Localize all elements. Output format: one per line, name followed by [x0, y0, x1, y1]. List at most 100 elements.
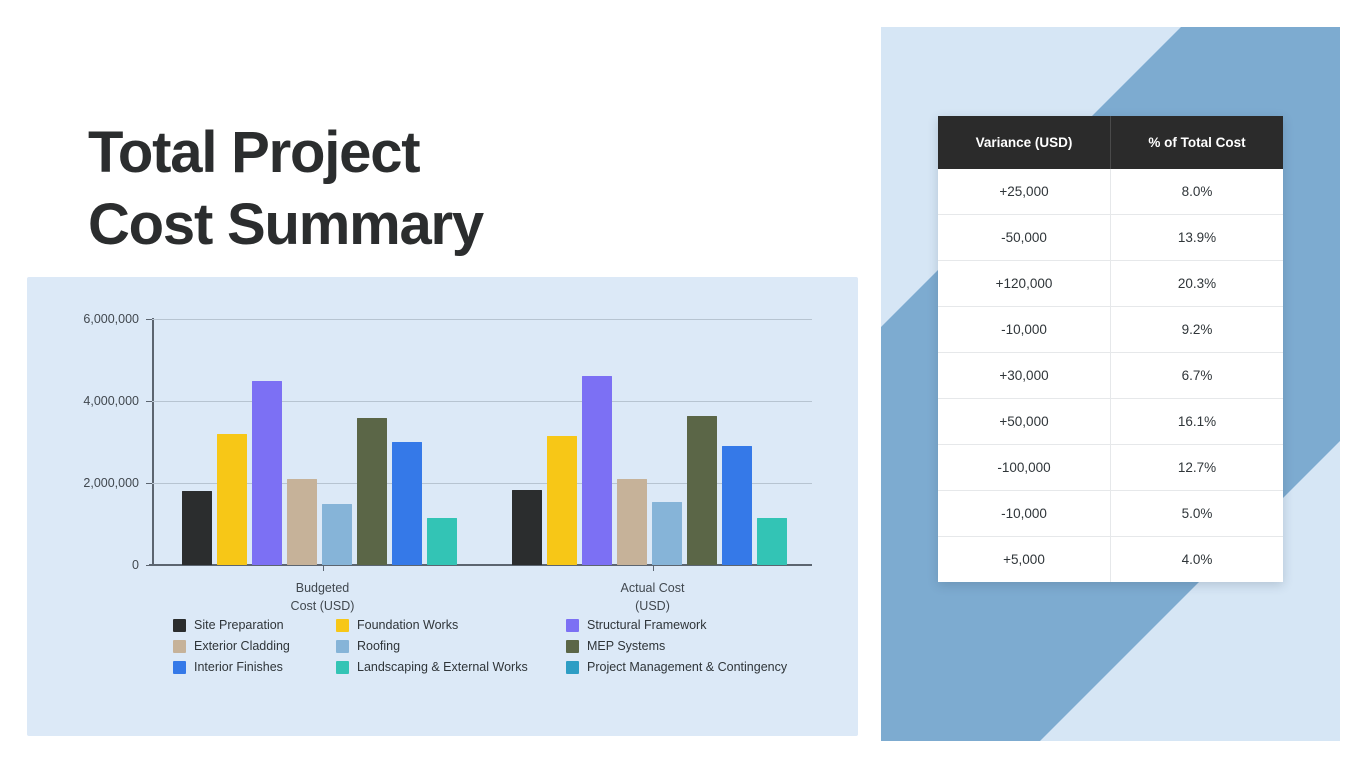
bar — [182, 491, 212, 565]
cell-percent-of-total-cost: 4.0% — [1110, 536, 1283, 582]
cell-percent-of-total-cost: 16.1% — [1110, 398, 1283, 445]
chart-plot-area: 0 2,000,000 4,000,000 6,000,000 Budgeted Cos… — [83, 312, 812, 613]
bar-slot — [287, 319, 317, 565]
bar — [512, 490, 542, 565]
bar-slot — [357, 319, 387, 565]
variance-table: Variance (USD) % of Total Cost +25,000 8.… — [938, 116, 1283, 582]
legend-swatch-icon — [173, 639, 186, 653]
cell-percent-of-total-cost: 9.2% — [1110, 306, 1283, 353]
legend-swatch-icon — [336, 639, 349, 653]
bar-slot — [462, 319, 492, 565]
bar-slot — [217, 319, 247, 565]
bar-slot — [687, 319, 717, 565]
table-row: +50,000 16.1% — [938, 398, 1283, 445]
cell-variance: -100,000 — [938, 444, 1111, 491]
legend-item[interactable]: Structural Framework — [566, 618, 846, 632]
table-row: -50,000 13.9% — [938, 214, 1283, 261]
y-axis-tick-mark — [146, 483, 152, 484]
legend-swatch-icon — [336, 618, 349, 632]
bar-slot — [252, 319, 282, 565]
bar-slot — [722, 319, 752, 565]
cell-variance: -10,000 — [938, 306, 1111, 353]
bar — [582, 376, 612, 565]
grid-line — [152, 483, 812, 484]
cell-variance: +50,000 — [938, 398, 1111, 445]
x-axis-group-label: Budgeted Cost (USD) — [258, 579, 388, 615]
legend-label: MEP Systems — [587, 639, 666, 653]
bar-slot — [582, 319, 612, 565]
table-row: -100,000 12.7% — [938, 444, 1283, 491]
legend-item[interactable]: Roofing — [336, 639, 566, 653]
cell-percent-of-total-cost: 20.3% — [1110, 260, 1283, 307]
bar — [617, 478, 647, 565]
cell-variance: +5,000 — [938, 536, 1111, 582]
legend-row: Interior Finishes Landscaping & External … — [173, 660, 853, 674]
legend-label: Exterior Cladding — [194, 639, 290, 653]
bar — [322, 503, 352, 565]
cell-variance: -50,000 — [938, 214, 1111, 261]
legend-swatch-icon — [173, 618, 186, 632]
variance-table-header: Variance (USD) % of Total Cost — [938, 116, 1283, 169]
legend-item[interactable]: MEP Systems — [566, 639, 846, 653]
bar — [427, 518, 457, 565]
left-content-column: Total Project Cost Summary 0 2,000,000 4,0… — [27, 117, 858, 736]
x-axis-group-label-line: Cost (USD) — [290, 599, 355, 614]
legend-label: Roofing — [357, 639, 401, 653]
x-axis-group-label: Actual Cost (USD) — [588, 579, 718, 615]
x-axis-line — [149, 564, 812, 566]
bar-slot — [652, 319, 682, 565]
table-row: +25,000 8.0% — [938, 169, 1283, 215]
page-title-line-2: Cost Summary — [88, 192, 484, 258]
legend-item[interactable]: Site Preparation — [173, 618, 336, 632]
bar-slot — [792, 319, 822, 565]
bar — [757, 518, 787, 565]
cell-percent-of-total-cost: 12.7% — [1110, 444, 1283, 491]
bar-slot — [512, 319, 542, 565]
bar-slot — [182, 319, 212, 565]
bar — [392, 442, 422, 565]
bar-slot — [322, 319, 352, 565]
y-axis-tick-mark — [146, 319, 152, 320]
legend-row: Exterior Cladding Roofing MEP Systems — [173, 639, 853, 653]
bar-group — [182, 319, 497, 565]
page-title: Total Project Cost Summary — [88, 117, 808, 262]
right-decorative-panel: Variance (USD) % of Total Cost +25,000 8.… — [881, 27, 1340, 741]
bar-slot — [427, 319, 457, 565]
cell-percent-of-total-cost: 6.7% — [1110, 352, 1283, 399]
bar-slot — [547, 319, 577, 565]
variance-table-body: +25,000 8.0% -50,000 13.9% +120,000 20.3% -10,… — [938, 169, 1283, 582]
page-title-line-1: Total Project — [88, 119, 421, 185]
x-axis-group-label-line: (USD) — [635, 599, 670, 614]
legend-label: Foundation Works — [357, 618, 459, 632]
table-row: -10,000 9.2% — [938, 306, 1283, 353]
bar-slot — [757, 319, 787, 565]
legend-item[interactable]: Project Management & Contingency — [566, 660, 846, 674]
table-row: +30,000 6.7% — [938, 352, 1283, 399]
legend-swatch-icon — [566, 660, 579, 674]
cell-variance: -10,000 — [938, 490, 1111, 537]
x-axis-tick-mark — [652, 565, 654, 571]
legend-swatch-icon — [566, 618, 579, 632]
x-axis-group-label-line: Budgeted — [295, 581, 350, 595]
legend-item[interactable]: Foundation Works — [336, 618, 566, 632]
y-axis-line — [152, 318, 154, 566]
chart-legend: Site Preparation Foundation Works Structur… — [173, 618, 853, 681]
cell-variance: +30,000 — [938, 352, 1111, 399]
legend-swatch-icon — [173, 660, 186, 674]
grid-line — [152, 401, 812, 402]
bar — [652, 502, 682, 565]
y-axis-tick-mark — [146, 565, 152, 566]
legend-item[interactable]: Landscaping & External Works — [336, 660, 566, 674]
cell-variance: +120,000 — [938, 260, 1111, 307]
legend-label: Landscaping & External Works — [357, 660, 528, 674]
chart-card: 0 2,000,000 4,000,000 6,000,000 Budgeted Cos… — [27, 277, 858, 736]
x-axis-group-label-line: Actual Cost — [620, 581, 685, 595]
legend-item[interactable]: Interior Finishes — [173, 660, 336, 674]
y-axis-tick-label: 2,000,000 — [83, 476, 139, 490]
legend-label: Site Preparation — [194, 618, 284, 632]
y-axis-tick-label: 4,000,000 — [83, 394, 139, 408]
bar — [357, 417, 387, 565]
legend-item[interactable]: Exterior Cladding — [173, 639, 336, 653]
table-row: +5,000 4.0% — [938, 536, 1283, 582]
legend-label: Structural Framework — [587, 618, 707, 632]
